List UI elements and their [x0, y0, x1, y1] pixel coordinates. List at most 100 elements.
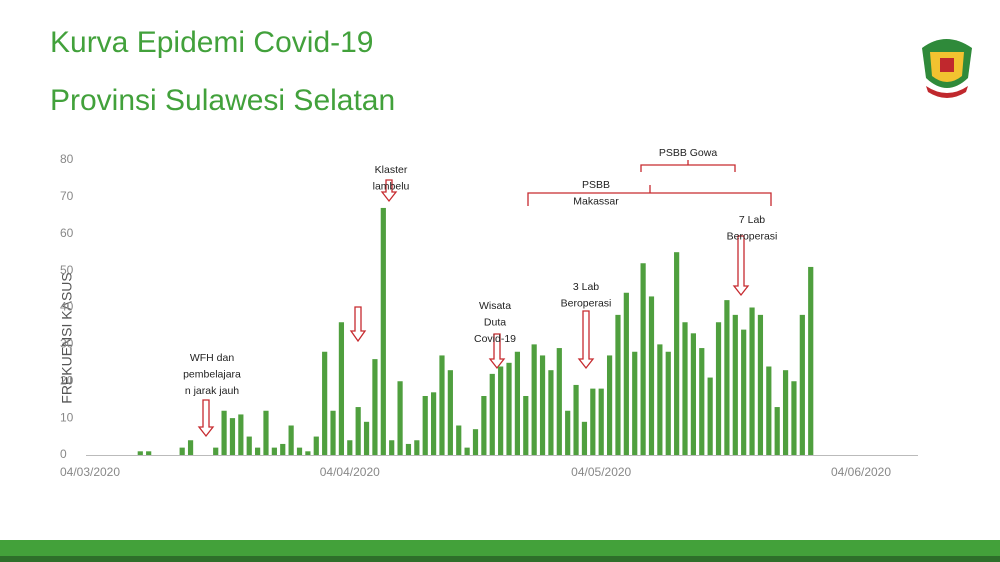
bar [213, 447, 219, 455]
bar [657, 344, 663, 455]
bar [774, 407, 780, 455]
annotation: PSBB Gowa [659, 147, 718, 159]
bar [288, 425, 294, 455]
annotation: n jarak jauh [185, 385, 239, 397]
bar [665, 351, 671, 455]
bar [590, 388, 596, 455]
footer-line [0, 556, 1000, 562]
bar [405, 443, 412, 455]
bar [414, 440, 420, 455]
bar [338, 322, 345, 455]
bar [179, 447, 185, 455]
bar [632, 351, 638, 455]
annotation: Beroperasi [727, 230, 778, 242]
bar [749, 307, 755, 455]
annotation: 7 Lab [739, 214, 765, 226]
y-tick-label: 60 [60, 226, 74, 240]
bar [439, 355, 445, 455]
bar [808, 266, 814, 455]
y-tick-label: 80 [60, 152, 74, 166]
annotation: WFH dan [190, 352, 235, 364]
bar [229, 418, 236, 455]
y-tick-label: 30 [60, 337, 74, 351]
bar [280, 443, 286, 455]
bar [766, 366, 772, 455]
bar [615, 314, 621, 455]
bar [707, 377, 713, 455]
bar [648, 296, 655, 455]
bar [682, 322, 688, 455]
bar [757, 314, 764, 455]
bar [238, 414, 244, 455]
annotation: Beroperasi [561, 297, 612, 309]
bar [355, 407, 361, 455]
bar [447, 370, 453, 455]
bar [422, 396, 428, 455]
annotation: PSBB [582, 179, 610, 191]
bar [472, 429, 479, 455]
bar [799, 314, 805, 455]
annotation-arrows [197, 160, 772, 438]
bar [514, 351, 521, 455]
bar [313, 436, 319, 455]
bar [674, 252, 680, 455]
bar [187, 440, 194, 455]
bar [296, 447, 303, 455]
x-tick-label: 04/04/2020 [320, 465, 380, 479]
annotation: Klaster [375, 164, 408, 176]
bar [732, 314, 738, 455]
y-tick-label: 10 [60, 410, 74, 424]
y-tick-label: 40 [60, 300, 74, 314]
bar [606, 355, 613, 455]
bar [489, 373, 495, 455]
bar [430, 392, 437, 455]
bar [498, 366, 504, 455]
bar [724, 300, 730, 455]
x-tick-label: 04/05/2020 [571, 465, 631, 479]
logo [922, 39, 972, 98]
bar [481, 396, 487, 455]
bar [715, 322, 722, 455]
bar [640, 263, 646, 455]
bar [137, 451, 143, 455]
bar [456, 425, 462, 455]
bar [581, 421, 588, 455]
bar [330, 410, 336, 455]
bar [573, 384, 579, 455]
bar [372, 359, 378, 455]
bar [246, 436, 252, 455]
annotation: Wisata [479, 300, 511, 312]
bar [146, 451, 152, 455]
bar [741, 329, 747, 455]
title-line: Kurva Epidemi Covid-19 [50, 26, 373, 59]
title-line: Provinsi Sulawesi Selatan [50, 84, 395, 117]
bar [556, 348, 562, 455]
x-tick-label: 04/03/2020 [60, 465, 120, 479]
bar [623, 292, 629, 455]
bar [305, 451, 311, 455]
y-tick-label: 50 [60, 263, 74, 277]
bar [548, 370, 554, 455]
bar [221, 410, 227, 455]
bar [565, 410, 571, 455]
bar [255, 447, 261, 455]
bar [363, 421, 370, 455]
y-tick-label: 0 [60, 447, 67, 461]
annotation: 3 Lab [573, 281, 599, 293]
bar [598, 388, 604, 455]
x-tick-label: 04/06/2020 [831, 465, 891, 479]
bar [397, 381, 403, 455]
bar [791, 381, 797, 455]
bar [263, 410, 269, 455]
bar [699, 348, 705, 455]
y-tick-label: 70 [60, 189, 74, 203]
annotation: Makassar [573, 195, 619, 207]
bar [523, 396, 529, 455]
bar [782, 370, 789, 455]
annotation: Duta [484, 316, 506, 328]
bar [389, 440, 395, 455]
annotation: pembelajara [183, 368, 241, 380]
bar [322, 351, 328, 455]
bar [531, 344, 537, 455]
